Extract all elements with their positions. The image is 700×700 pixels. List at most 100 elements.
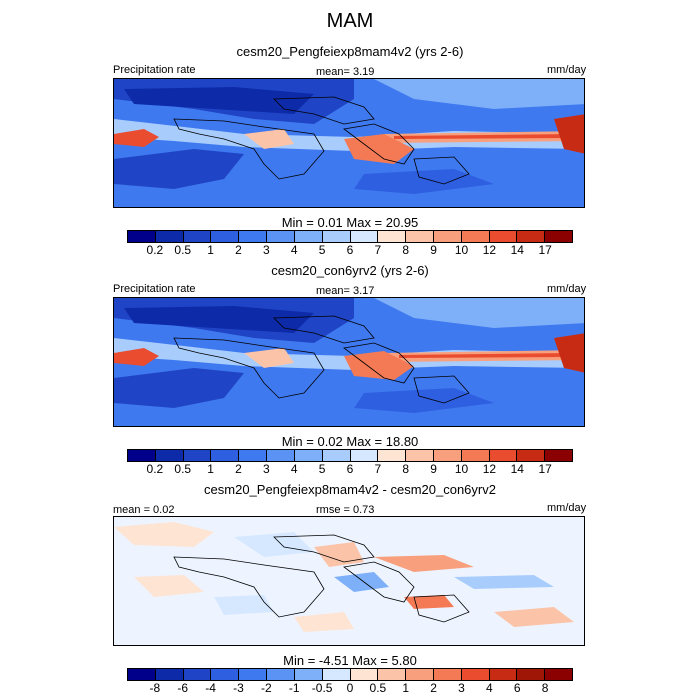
colorbar-swatch	[294, 450, 323, 461]
colorbar-tick-label: 14	[510, 243, 524, 257]
panel-1-pacific-itcz-core	[394, 134, 574, 139]
panel-3-rmse-label: rmse = 0.73	[316, 504, 375, 516]
colorbar-tick-label: 1	[402, 681, 410, 695]
colorbar-swatch	[350, 450, 379, 461]
panel-3-mean-label: mean = 0.02	[113, 504, 175, 516]
panel-1-africa-rain	[244, 129, 294, 149]
panel-1-east-pacific-rain	[554, 114, 584, 154]
panel-1-itcz-broad	[114, 119, 584, 151]
panel-2-africa-rain	[244, 348, 294, 368]
colorbar-tick-label: 17	[538, 462, 552, 476]
colorbar-swatch	[406, 450, 434, 461]
colorbar-tick-label: 14	[510, 462, 524, 476]
panel-1-dry-subtropics-south	[114, 149, 244, 189]
panel-2-dry-subtropics-south	[114, 368, 244, 408]
panel-2-south-indian-dry	[354, 388, 494, 413]
colorbar-swatch	[155, 669, 184, 680]
panel-2-minmax: Min = 0.02 Max = 18.80	[281, 434, 419, 449]
panel-2-pacific-itcz-core	[399, 353, 569, 358]
panel-3-patch-h	[134, 575, 204, 597]
colorbar-tick-label: 6	[513, 681, 521, 695]
panel-1-mean-label: mean= 3.19	[316, 66, 375, 78]
colorbar-tick-label: 5	[318, 243, 326, 257]
colorbar-tick-label: 17	[538, 243, 552, 257]
colorbar-tick-label: 4	[290, 243, 298, 257]
colorbar-tick-label: 10	[454, 462, 469, 476]
colorbar-tick-label: 0.5	[174, 243, 192, 257]
panel-3-colorbar-ticks: -8 -6 -4 -3 -2 -1 -0.5 0 0.5 1 2 3 4 6 8	[127, 681, 573, 697]
colorbar-swatch	[433, 450, 462, 461]
colorbar-swatch	[545, 450, 572, 461]
panel-3-patch-e	[334, 572, 389, 592]
colorbar-swatch	[517, 669, 546, 680]
colorbar-tick-label: -0.5	[311, 681, 333, 695]
colorbar-tick-label: 7	[374, 462, 382, 476]
colorbar-swatch	[545, 231, 572, 242]
colorbar-tick-label: 4	[486, 681, 493, 695]
colorbar-tick-label: -4	[205, 681, 216, 695]
colorbar-swatch	[378, 450, 407, 461]
colorbar-tick-label: -2	[261, 681, 272, 695]
colorbar-tick-label: -1	[288, 681, 300, 695]
colorbar-swatch	[350, 231, 379, 242]
panel-2-itcz-broad	[114, 338, 584, 370]
panel-1-minmax: Min = 0.01 Max = 20.95	[281, 215, 419, 230]
colorbar-tick-label: 1	[207, 462, 214, 476]
colorbar-swatch	[433, 231, 462, 242]
colorbar-tick-label: 6	[346, 243, 354, 257]
panel-3-map-svg	[114, 517, 584, 645]
colorbar-swatch	[294, 669, 323, 680]
panel-3-subtitle: cesm20_Pengfeiexp8mam4v2 - cesm20_con6yr…	[204, 482, 496, 497]
colorbar-tick-label: 0.2	[146, 462, 164, 476]
panel-3-colorbar	[127, 668, 573, 681]
colorbar-tick-label: -8	[149, 681, 161, 695]
colorbar-tick-label: 8	[402, 243, 410, 257]
colorbar-swatch	[489, 450, 518, 461]
colorbar-swatch	[461, 450, 490, 461]
panel-3-patch-a	[114, 522, 214, 547]
colorbar-swatch	[267, 669, 295, 680]
panel-2-map	[113, 297, 585, 427]
colorbar-tick-label: 1	[207, 243, 214, 257]
colorbar-tick-label: 0.2	[146, 243, 164, 257]
panel-3-patch-d	[374, 555, 474, 572]
figure-title: MAM	[326, 10, 374, 32]
panel-2-north-pacific-band	[374, 298, 584, 328]
colorbar-tick-label: 10	[454, 243, 469, 257]
colorbar-swatch	[433, 669, 462, 680]
colorbar-swatch	[517, 450, 546, 461]
colorbar-tick-label: 9	[430, 243, 437, 257]
panel-3-patch-i	[214, 595, 274, 615]
panel-2-amazon-rain	[114, 348, 159, 366]
colorbar-tick-label: 0.5	[369, 681, 387, 695]
colorbar-swatch	[322, 450, 351, 461]
panel-2-east-pacific-rain	[554, 333, 584, 373]
panel-2-coastlines	[173, 315, 470, 404]
colorbar-tick-label: 7	[374, 243, 382, 257]
colorbar-swatch	[211, 669, 240, 680]
panel-3-minmax: Min = -4.51 Max = 5.80	[283, 653, 417, 668]
colorbar-tick-label: 3	[458, 681, 465, 695]
colorbar-tick-label: 8	[541, 681, 549, 695]
colorbar-swatch	[461, 669, 490, 680]
panel-1-subtitle: cesm20_Pengfeiexp8mam4v2 (yrs 2-6)	[236, 44, 464, 59]
colorbar-swatch	[128, 669, 156, 680]
panel-1-units-label: mm/day	[547, 64, 587, 76]
panel-1-north-pacific-band	[374, 79, 584, 109]
colorbar-tick-label: 9	[430, 462, 437, 476]
panel-1-south-indian-dry	[354, 169, 494, 194]
panel-1-dry-core-north	[124, 87, 314, 114]
panel-1-map	[113, 78, 585, 208]
panel-2-maritime-continent	[344, 351, 414, 380]
colorbar-swatch	[183, 669, 212, 680]
colorbar-swatch	[239, 450, 268, 461]
colorbar-swatch	[461, 231, 490, 242]
colorbar-swatch	[239, 231, 268, 242]
colorbar-swatch	[406, 231, 434, 242]
colorbar-swatch	[378, 231, 407, 242]
colorbar-swatch	[211, 450, 240, 461]
panel-3-map	[113, 516, 585, 646]
colorbar-swatch	[267, 231, 295, 242]
panel-2-dry-core-north	[124, 306, 314, 333]
colorbar-swatch	[322, 669, 351, 680]
